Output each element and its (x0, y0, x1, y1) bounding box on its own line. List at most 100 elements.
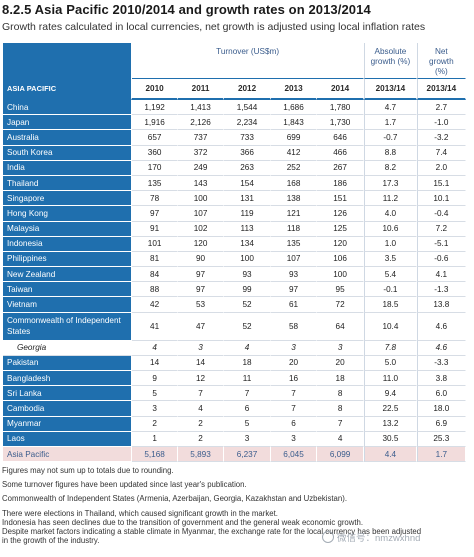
turnover-cell: 7 (178, 386, 225, 402)
net-growth-cell: 7.2 (416, 221, 466, 237)
country-cell: Singapore (3, 191, 133, 207)
turnover-cell: 6,099 (317, 446, 365, 463)
table-row: Laos 1 2 3 3 4 30.5 25.3 (3, 431, 466, 447)
country-cell: Hong Kong (3, 206, 133, 222)
turnover-cell: 64 (317, 312, 365, 341)
turnover-cell: 18 (224, 355, 272, 371)
country-cell: Vietnam (3, 297, 133, 313)
net-growth-cell: -3.2 (416, 130, 466, 146)
turnover-cell: 118 (271, 221, 318, 237)
turnover-cell: 120 (178, 236, 225, 252)
country-cell: Taiwan (3, 282, 133, 298)
country-cell: New Zealand (3, 267, 133, 283)
net-growth-cell: 18.0 (416, 401, 466, 417)
turnover-cell: 5 (132, 386, 179, 402)
turnover-cell: 7 (317, 416, 365, 432)
net-growth-cell: 1.7 (416, 446, 466, 463)
absolute-growth-cell: 1.7 (364, 115, 417, 131)
country-cell: Japan (3, 115, 133, 131)
turnover-cell: 8 (317, 386, 365, 402)
country-cell: Asia Pacific (3, 446, 133, 463)
watermark-text: 微信号：nmzwxhnd (337, 533, 421, 544)
table-row: Commonwealth of Independent States 41 47 52… (3, 312, 466, 341)
country-cell: Philippines (3, 251, 133, 268)
net-growth-cell: 10.1 (416, 191, 466, 207)
turnover-cell: 100 (317, 267, 365, 283)
turnover-cell: 466 (317, 145, 365, 161)
turnover-cell: 131 (224, 191, 272, 207)
turnover-cell: 78 (132, 191, 179, 207)
turnover-cell: 52 (224, 312, 272, 341)
absolute-growth-cell: 7.8 (364, 340, 417, 356)
absolute-growth-cell: 17.3 (364, 175, 417, 192)
turnover-cell: 7 (271, 386, 318, 402)
net-growth-cell: 2.7 (416, 100, 466, 116)
absolute-growth-cell: 11.0 (364, 371, 417, 387)
net-growth-cell: -3.3 (416, 355, 466, 371)
turnover-cell: 91 (132, 221, 179, 237)
turnover-cell: 4 (132, 340, 179, 356)
turnover-cell: 16 (271, 371, 318, 387)
net-growth-cell: 13.8 (416, 297, 466, 313)
turnover-cell: 93 (271, 267, 318, 283)
country-cell: Malaysia (3, 221, 133, 237)
turnover-cell: 4 (317, 431, 365, 447)
absolute-growth-cell: 8.8 (364, 145, 417, 161)
net-growth-cell: -0.4 (416, 206, 466, 222)
country-cell: Pakistan (3, 355, 133, 371)
turnover-cell: 1 (132, 431, 179, 447)
turnover-cell: 168 (271, 175, 318, 192)
country-cell: China (3, 100, 133, 116)
net-growth-cell: -1.3 (416, 282, 466, 298)
turnover-cell: 20 (317, 355, 365, 371)
turnover-cell: 20 (271, 355, 318, 371)
turnover-cell: 1,916 (132, 115, 179, 131)
net-growth-cell: 15.1 (416, 175, 466, 192)
absolute-growth-cell: 30.5 (364, 431, 417, 447)
table-row: Japan 1,916 2,126 2,234 1,843 1,730 1.7 -1.0 (3, 115, 466, 131)
turnover-cell: 134 (224, 236, 272, 252)
turnover-cell: 263 (224, 160, 272, 176)
turnover-cell: 6,237 (224, 446, 272, 463)
turnover-cell: 646 (317, 130, 365, 146)
absolute-growth-cell: 10.4 (364, 312, 417, 341)
turnover-cell: 6 (224, 401, 272, 417)
turnover-cell: 733 (224, 130, 272, 146)
net-growth-cell: 4.6 (416, 340, 466, 356)
table-row: Pakistan 14 14 18 20 20 5.0 -3.3 (3, 355, 466, 371)
turnover-cell: 4 (224, 340, 272, 356)
turnover-cell: 135 (271, 236, 318, 252)
absolute-growth-cell: 5.0 (364, 355, 417, 371)
year-header: 2014 (317, 79, 365, 100)
absolute-growth-cell: 4.7 (364, 100, 417, 116)
turnover-cell: 97 (178, 282, 225, 298)
table-row: New Zealand 84 97 93 93 100 5.4 4.1 (3, 267, 466, 283)
table-row: Malaysia 91 102 113 118 125 10.6 7.2 (3, 221, 466, 237)
year-header: 2013 (271, 79, 318, 100)
table-row: Singapore 78 100 131 138 151 11.2 10.1 (3, 191, 466, 207)
absolute-growth-cell: 22.5 (364, 401, 417, 417)
turnover-cell: 2 (178, 431, 225, 447)
table-row: Australia 657 737 733 699 646 -0.7 -3.2 (3, 130, 466, 146)
turnover-cell: 100 (178, 191, 225, 207)
turnover-cell: 8 (317, 401, 365, 417)
turnover-cell: 53 (178, 297, 225, 313)
absolute-growth-cell: 5.4 (364, 267, 417, 283)
table-row: China 1,192 1,413 1,544 1,686 1,780 4.7 2.7 (3, 100, 466, 116)
footnote: Indonesia has seen declines due to the t… (2, 518, 364, 527)
turnover-cell: 41 (132, 312, 179, 341)
turnover-cell: 97 (132, 206, 179, 222)
turnover-cell: 72 (317, 297, 365, 313)
table-row: Sri Lanka 5 7 7 7 8 9.4 6.0 (3, 386, 466, 402)
country-cell: Myanmar (3, 416, 133, 432)
turnover-cell: 100 (224, 251, 272, 268)
turnover-cell: 3 (271, 340, 318, 356)
turnover-cell: 14 (178, 355, 225, 371)
turnover-cell: 1,843 (271, 115, 318, 131)
region-header-cap (3, 43, 133, 79)
turnover-cell: 126 (317, 206, 365, 222)
turnover-cell: 95 (317, 282, 365, 298)
turnover-cell: 47 (178, 312, 225, 341)
country-cell: Sri Lanka (3, 386, 133, 402)
country-cell: Thailand (3, 175, 133, 192)
